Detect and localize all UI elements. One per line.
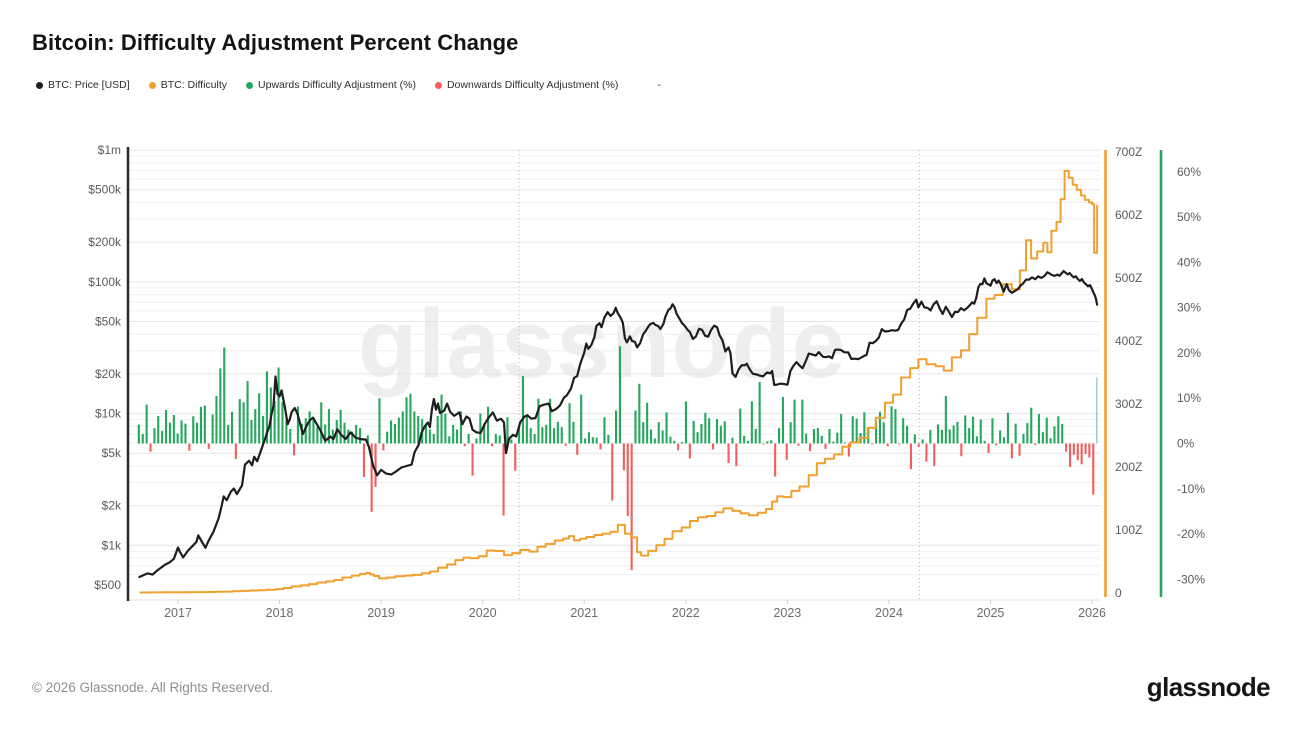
downward-adjustment-bars bbox=[149, 443, 1095, 571]
x-axis-year-label: 2019 bbox=[367, 606, 395, 620]
legend-dot bbox=[246, 81, 254, 89]
legend-dot bbox=[148, 81, 156, 89]
price-axis-tick-label: $500k bbox=[88, 183, 122, 197]
x-axis-year-label: 2025 bbox=[977, 606, 1005, 620]
price-axis-tick-label: $5k bbox=[102, 446, 122, 460]
legend: BTC: Price [USD] BTC: Difficulty Upwards D… bbox=[36, 79, 661, 91]
percent-axis-tick-label: 60% bbox=[1177, 165, 1201, 179]
percent-axis-tick-label: 50% bbox=[1177, 210, 1201, 224]
difficulty-axis-tick-label: 200Z bbox=[1115, 460, 1142, 474]
legend-dot bbox=[434, 81, 442, 89]
footer-copyright: © 2026 Glassnode. All Rights Reserved. bbox=[32, 680, 274, 695]
legend-label: Downwards Difficulty Adjustment (%) bbox=[446, 79, 619, 91]
glassnode-watermark: glassnode bbox=[358, 289, 847, 398]
percent-axis-tick-label: -30% bbox=[1177, 572, 1205, 586]
price-axis-tick-label: $500 bbox=[94, 578, 121, 592]
price-axis-tick-label: $200k bbox=[88, 235, 122, 249]
percent-axis-tick-label: 40% bbox=[1177, 255, 1201, 269]
legend-label: BTC: Price [USD] bbox=[48, 79, 130, 91]
x-axis-year-label: 2021 bbox=[570, 606, 598, 620]
legend-label: Upwards Difficulty Adjustment (%) bbox=[258, 79, 416, 91]
difficulty-axis-tick-label: 0 bbox=[1115, 586, 1122, 600]
price-axis-tick-label: $20k bbox=[95, 367, 122, 381]
legend-label: BTC: Difficulty bbox=[160, 79, 228, 91]
x-axis-year-label: 2023 bbox=[773, 606, 801, 620]
difficulty-axis-tick-label: 400Z bbox=[1115, 334, 1142, 348]
price-axis-tick-label: $50k bbox=[95, 314, 122, 328]
percent-axis-tick-label: 20% bbox=[1177, 346, 1201, 360]
percent-axis-tick-label: 30% bbox=[1177, 301, 1201, 315]
price-axis-tick-label: $10k bbox=[95, 407, 122, 421]
legend-item-1[interactable]: BTC: Difficulty bbox=[148, 79, 228, 91]
glassnode-logo: glassnode bbox=[1146, 672, 1271, 702]
x-axis-year-label: 2022 bbox=[672, 606, 700, 620]
difficulty-axis-tick-label: 600Z bbox=[1115, 208, 1142, 222]
legend-item-2[interactable]: Upwards Difficulty Adjustment (%) bbox=[246, 79, 416, 91]
legend-dot bbox=[36, 81, 43, 89]
difficulty-line bbox=[139, 169, 1099, 594]
x-axis-year-label: 2017 bbox=[164, 606, 192, 620]
price-axis-tick-label: $100k bbox=[88, 275, 122, 289]
percent-axis-tick-label: 0% bbox=[1177, 437, 1195, 451]
legend-label: - bbox=[657, 79, 661, 91]
percent-axis-tick-label: -20% bbox=[1177, 527, 1205, 541]
price-axis-tick-label: $1k bbox=[102, 538, 122, 552]
difficulty-axis-tick-label: 300Z bbox=[1115, 397, 1142, 411]
x-axis-year-label: 2020 bbox=[469, 606, 497, 620]
price-line bbox=[138, 270, 1099, 579]
legend-item-0[interactable]: BTC: Price [USD] bbox=[36, 79, 130, 91]
upward-adjustment-bars bbox=[137, 346, 1098, 444]
page-title: Bitcoin: Difficulty Adjustment Percent C… bbox=[32, 30, 519, 55]
difficulty-axis-tick-label: 100Z bbox=[1115, 523, 1142, 537]
legend-item-4[interactable]: - bbox=[657, 79, 661, 91]
legend-item-3[interactable]: Downwards Difficulty Adjustment (%) bbox=[434, 79, 619, 91]
difficulty-axis-tick-label: 500Z bbox=[1115, 271, 1142, 285]
difficulty-axis-tick-label: 700Z bbox=[1115, 145, 1142, 159]
price-axis-tick-label: $2k bbox=[102, 499, 122, 513]
x-axis-year-label: 2026 bbox=[1078, 606, 1106, 620]
x-axis-year-label: 2024 bbox=[875, 606, 903, 620]
percent-axis-tick-label: -10% bbox=[1177, 482, 1205, 496]
x-axis-year-label: 2018 bbox=[266, 606, 294, 620]
price-axis-tick-label: $1m bbox=[98, 143, 121, 157]
percent-axis-tick-label: 10% bbox=[1177, 391, 1201, 405]
